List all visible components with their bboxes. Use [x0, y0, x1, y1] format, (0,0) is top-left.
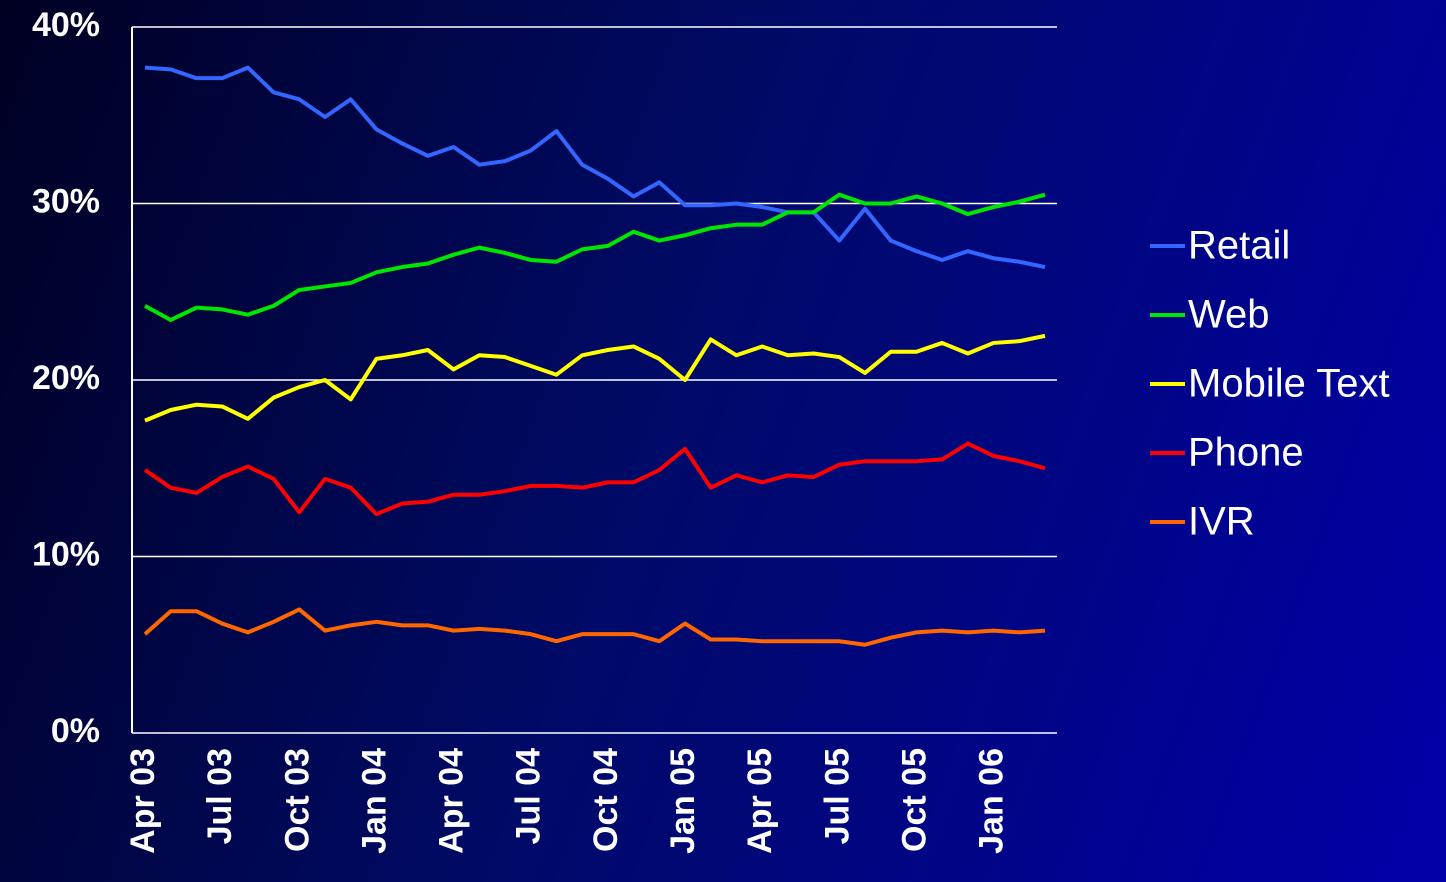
x-tick-label: Oct 05 [895, 748, 933, 852]
series-line [143, 607, 1046, 647]
legend-label: Mobile Text [1188, 362, 1390, 406]
legend-label: Retail [1188, 224, 1290, 268]
y-tick-label: 0% [51, 712, 100, 750]
y-tick-label: 30% [32, 182, 100, 220]
y-tick-label: 40% [32, 6, 100, 44]
legend-label: Phone [1188, 431, 1304, 475]
series-line [144, 65, 1046, 269]
series-line [144, 333, 1046, 423]
x-tick-label: Jul 05 [818, 748, 856, 844]
x-tick-label: Oct 03 [278, 748, 316, 852]
x-tick-label: Oct 04 [587, 748, 625, 852]
x-tick-label: Jan 05 [664, 748, 702, 854]
series-line [143, 441, 1046, 517]
x-tick-label: Jul 03 [201, 748, 239, 844]
x-tick-label: Jan 04 [355, 748, 393, 854]
series-line [144, 192, 1046, 322]
legend-label: IVR [1188, 500, 1255, 544]
x-tick-label: Jul 04 [510, 748, 548, 844]
y-tick-label: 10% [32, 535, 100, 573]
legend-label: Web [1188, 293, 1270, 337]
x-tick-label: Apr 03 [124, 748, 162, 854]
x-tick-label: Apr 04 [433, 748, 471, 854]
x-tick-label: Apr 05 [741, 748, 779, 854]
y-tick-label: 20% [32, 359, 100, 397]
x-tick-label: Jan 06 [973, 748, 1011, 854]
